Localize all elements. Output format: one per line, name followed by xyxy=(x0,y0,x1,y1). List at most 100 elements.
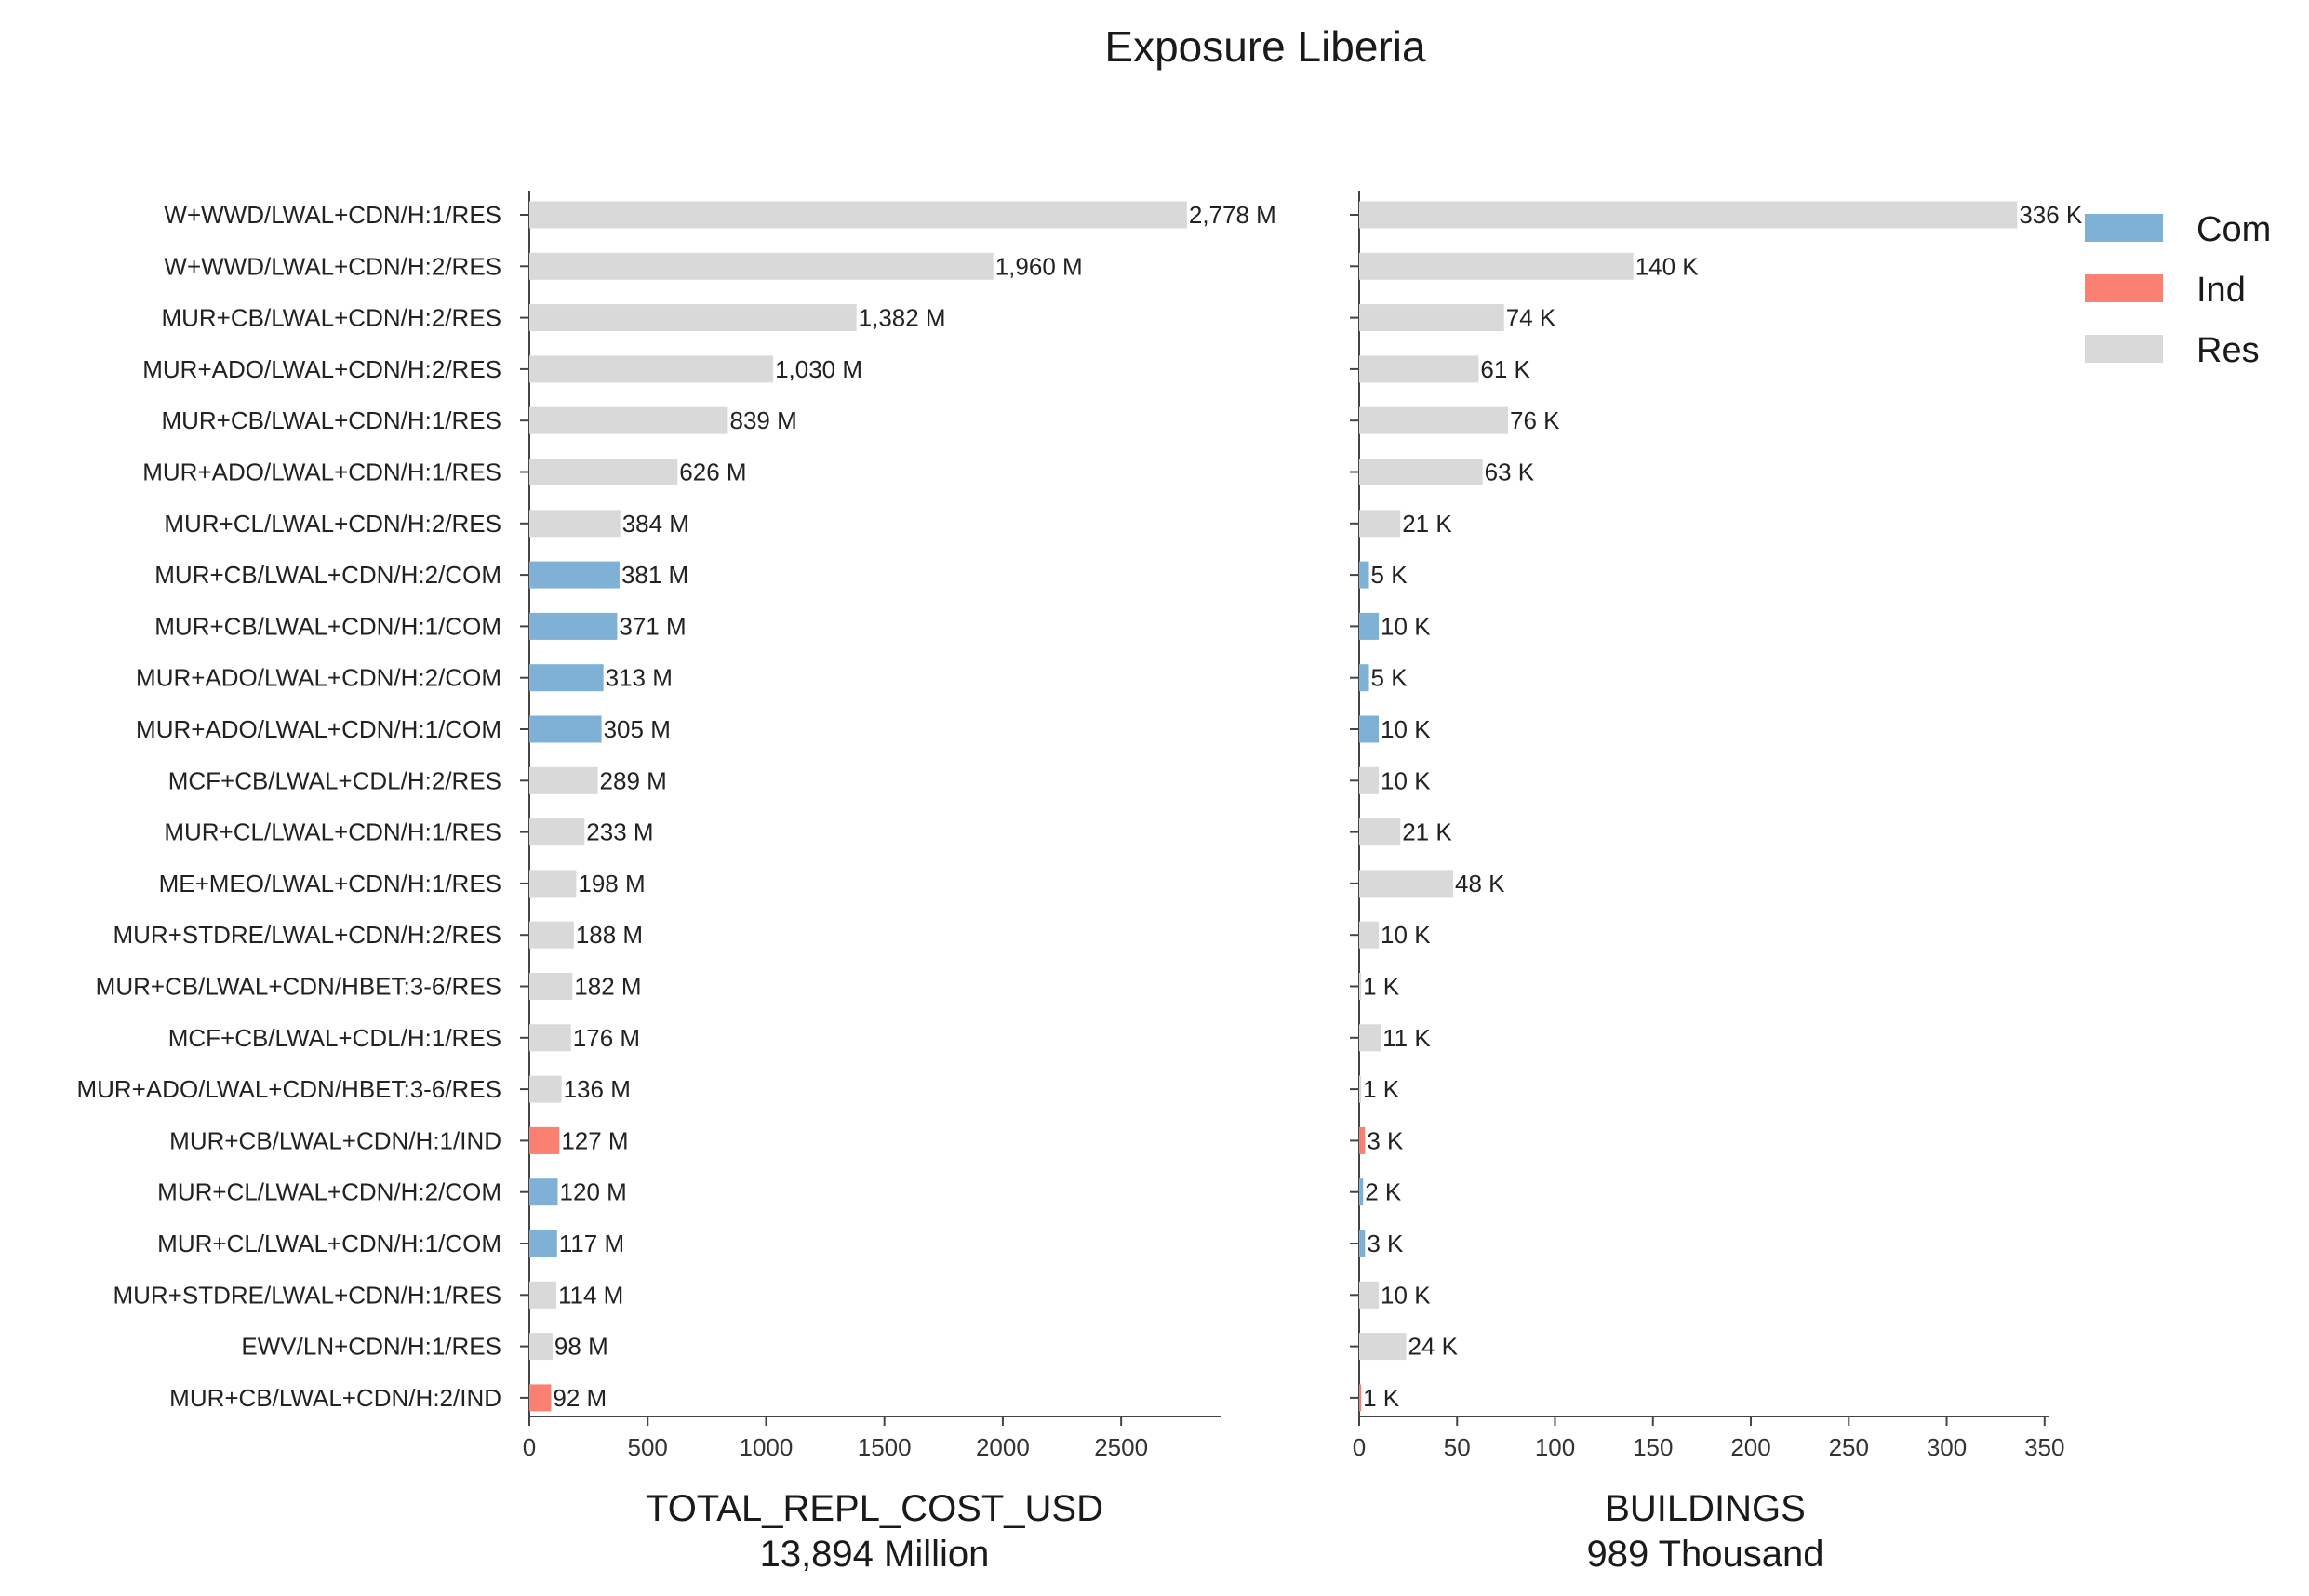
panel-replacement-cost: 0 500 1000 1500 2000 2500 W+WWD/LWAL+CDN/H:1/R… xyxy=(76,191,1276,1461)
bar-res xyxy=(529,252,994,280)
category-label: MUR+CB/LWAL+CDN/HBET:3-6/RES xyxy=(96,973,501,1001)
bar-res xyxy=(1359,1333,1407,1361)
data-label: 839 M xyxy=(729,406,796,434)
data-label: 1,960 M xyxy=(995,252,1083,280)
bar-res xyxy=(529,921,574,949)
data-label: 3 K xyxy=(1367,1230,1404,1257)
chart-title: Exposure Liberia xyxy=(1104,22,1426,71)
bar-res xyxy=(529,459,678,485)
legend-swatch-res xyxy=(2085,335,2163,363)
bar-res xyxy=(529,870,577,898)
bar-com xyxy=(1359,1230,1366,1257)
category-label: MUR+STDRE/LWAL+CDN/H:1/RES xyxy=(113,1281,501,1309)
x-tick-label: 0 xyxy=(523,1433,536,1461)
x-axis-title-buildings: BUILDINGS xyxy=(1605,1488,1806,1529)
category-label: MUR+CB/LWAL+CDN/H:1/IND xyxy=(169,1126,501,1154)
x-tick-label: 150 xyxy=(1633,1433,1673,1461)
category-label: MUR+CB/LWAL+CDN/H:2/RES xyxy=(161,304,501,332)
data-label: 1 K xyxy=(1363,1384,1400,1412)
data-label: 305 M xyxy=(604,715,671,743)
category-label: MUR+ADO/LWAL+CDN/H:2/COM xyxy=(136,664,501,692)
category-label: MUR+CB/LWAL+CDN/H:2/IND xyxy=(169,1384,501,1412)
legend: Com Ind Res xyxy=(2085,210,2271,370)
x-axis-subtitle-buildings: 989 Thousand xyxy=(1586,1534,1823,1575)
category-label: MUR+STDRE/LWAL+CDN/H:2/RES xyxy=(113,921,501,949)
data-label: 98 M xyxy=(554,1333,608,1361)
bar-res xyxy=(1359,304,1504,332)
data-label: 188 M xyxy=(576,921,643,949)
bar-com xyxy=(529,1230,557,1257)
bar-res xyxy=(529,1075,562,1103)
data-label: 127 M xyxy=(561,1126,628,1154)
bar-ind xyxy=(529,1126,560,1154)
x-tick-label: 100 xyxy=(1535,1433,1575,1461)
data-label: 21 K xyxy=(1402,510,1452,538)
data-label: 140 K xyxy=(1635,252,1700,280)
data-label: 76 K xyxy=(1510,406,1560,434)
bar-com xyxy=(1359,664,1369,692)
data-label: 1 K xyxy=(1363,1075,1400,1103)
data-label: 74 K xyxy=(1506,304,1556,332)
data-label: 120 M xyxy=(560,1178,627,1206)
data-label: 336 K xyxy=(2019,201,2083,229)
data-label: 24 K xyxy=(1408,1333,1459,1361)
data-label: 233 M xyxy=(586,818,653,846)
data-label: 1,382 M xyxy=(859,304,946,332)
x-tick-label: 0 xyxy=(1353,1433,1366,1461)
x-tick-label: 1000 xyxy=(740,1433,794,1461)
bar-res xyxy=(529,355,774,383)
bar-res xyxy=(1359,1024,1381,1052)
data-label: 1 K xyxy=(1363,973,1400,1001)
data-label: 117 M xyxy=(559,1230,624,1257)
bar-res xyxy=(1359,201,2018,229)
data-label: 313 M xyxy=(606,664,673,692)
category-label: MUR+ADO/LWAL+CDN/H:1/COM xyxy=(136,715,501,743)
data-label: 114 M xyxy=(558,1281,623,1309)
category-label: ME+MEO/LWAL+CDN/H:1/RES xyxy=(159,870,501,898)
category-label: MCF+CB/LWAL+CDL/H:1/RES xyxy=(168,1024,501,1052)
data-label: 10 K xyxy=(1381,921,1431,949)
bar-res xyxy=(529,406,728,434)
bar-res xyxy=(1359,921,1380,949)
data-label: 10 K xyxy=(1381,715,1431,743)
legend-label-com: Com xyxy=(2196,210,2271,249)
data-label: 21 K xyxy=(1402,818,1452,846)
legend-label-res: Res xyxy=(2196,331,2260,370)
bar-res xyxy=(529,1024,571,1052)
x-axis-subtitle-cost: 13,894 Million xyxy=(760,1534,990,1575)
bar-res xyxy=(529,766,598,794)
x-tick-label: 250 xyxy=(1829,1433,1869,1461)
data-label: 289 M xyxy=(600,766,667,794)
x-tick-label: 350 xyxy=(2024,1433,2064,1461)
bar-com xyxy=(1359,1178,1364,1206)
bar-res xyxy=(529,1281,557,1309)
bar-com xyxy=(1359,561,1369,589)
data-label: 11 K xyxy=(1382,1024,1431,1052)
data-label: 10 K xyxy=(1381,612,1431,640)
bar-res xyxy=(1359,406,1508,434)
x-tick-label: 200 xyxy=(1730,1433,1770,1461)
data-label: 384 M xyxy=(622,510,689,538)
data-label: 371 M xyxy=(619,612,686,640)
category-label: MUR+CL/LWAL+CDN/H:2/RES xyxy=(164,510,501,538)
data-label: 10 K xyxy=(1381,766,1431,794)
bar-res xyxy=(1359,818,1401,846)
data-label: 63 K xyxy=(1485,459,1535,486)
bar-res xyxy=(1359,459,1483,485)
x-tick-label: 300 xyxy=(1927,1433,1967,1461)
bar-com xyxy=(1359,612,1380,640)
x-tick-label: 1500 xyxy=(858,1433,912,1461)
data-label: 182 M xyxy=(574,973,641,1001)
data-label: 10 K xyxy=(1381,1281,1431,1309)
category-label: MUR+CL/LWAL+CDN/H:1/RES xyxy=(164,818,501,846)
bar-res xyxy=(529,201,1187,229)
data-label: 92 M xyxy=(553,1384,607,1412)
data-label: 626 M xyxy=(679,459,746,486)
data-label: 1,030 M xyxy=(775,355,862,383)
bar-res xyxy=(529,973,573,1000)
bar-res xyxy=(529,510,621,538)
x-tick-label: 500 xyxy=(628,1433,668,1461)
category-label: MUR+CB/LWAL+CDN/H:1/RES xyxy=(161,406,501,434)
data-label: 48 K xyxy=(1455,870,1505,898)
legend-swatch-com xyxy=(2085,214,2163,242)
